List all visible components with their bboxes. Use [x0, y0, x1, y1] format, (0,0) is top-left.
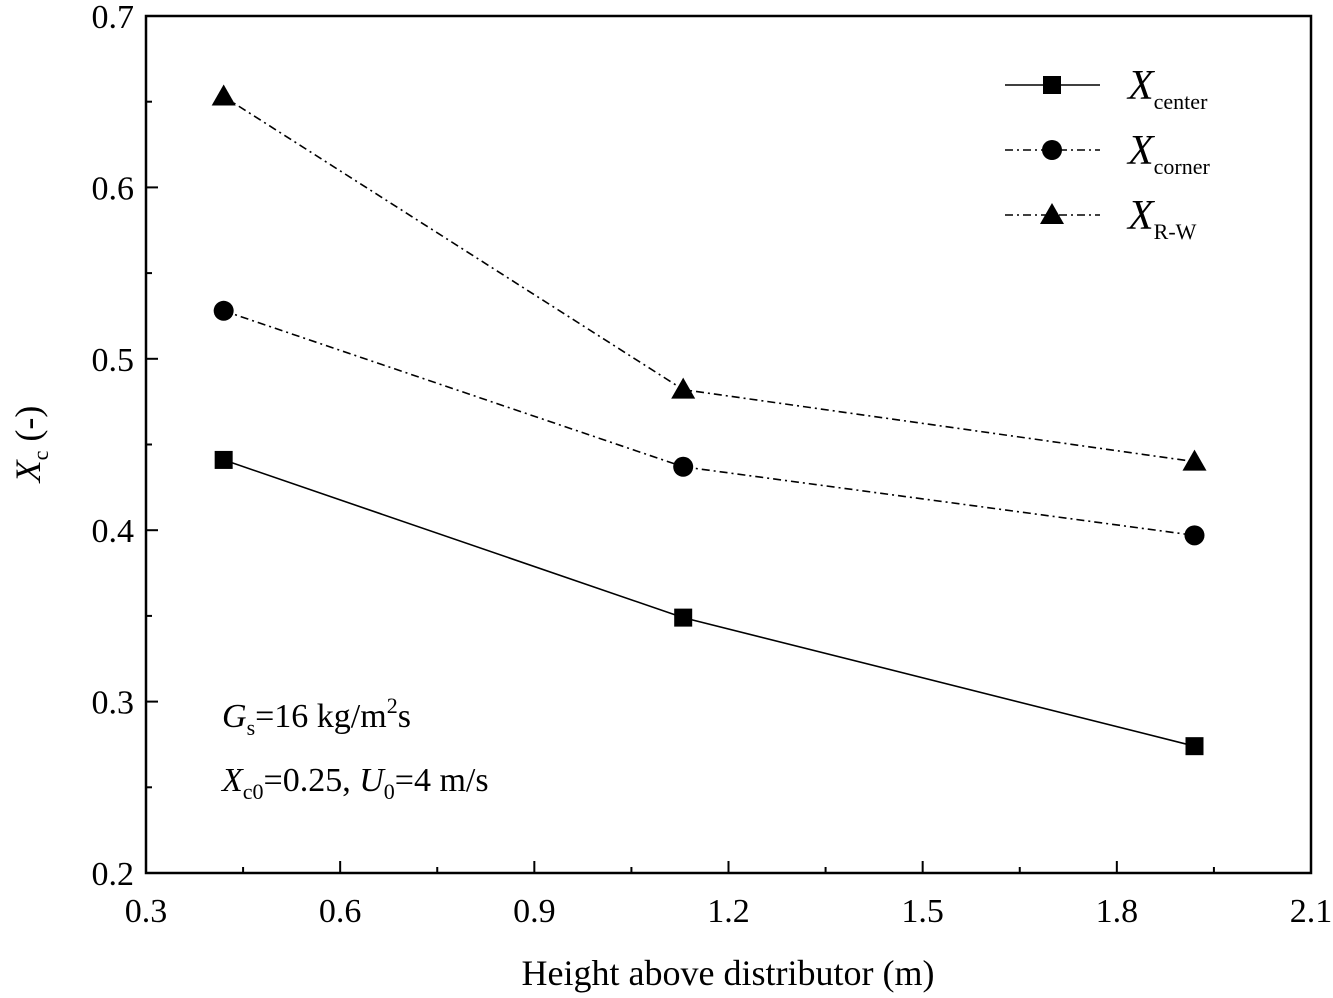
y-axis-title: Xc (-) — [8, 406, 53, 485]
legend-label-corner: Xcorner — [1126, 128, 1211, 179]
annotation-line-2: Xc0=0.25, U0=4 m/s — [220, 762, 489, 804]
legend-label-sub: R-W — [1154, 219, 1197, 244]
legend-label-sub: center — [1154, 89, 1208, 114]
data-point-r-w — [1182, 449, 1207, 471]
y-tick-label: 0.5 — [92, 342, 135, 379]
legend-marker-corner — [1042, 140, 1062, 160]
data-point-r-w — [211, 84, 236, 106]
legend-label-main: X — [1126, 63, 1156, 109]
data-point-corner — [1184, 525, 1205, 546]
axis-ticks: 0.3 0.6 0.9 1.2 1.5 1.8 2.10.20.30.40.50.60.7 — [92, 0, 1333, 930]
y-axis-title-main: X — [8, 458, 48, 484]
series-line-corner — [223, 310, 1195, 537]
x-tick-label: 1.8 — [1096, 893, 1139, 930]
y-tick-label: 0.7 — [92, 0, 135, 36]
annotation-u0-value: =4 m/s — [395, 762, 489, 799]
annotation-xc0-sub: c0 — [243, 779, 264, 804]
y-axis-title-suffix: (-) — [8, 406, 48, 451]
y-tick-label: 0.3 — [92, 685, 135, 722]
y-tick-label: 0.6 — [92, 170, 135, 207]
data-point-corner — [213, 300, 234, 321]
annotation-xc0-value: =0.25, — [264, 762, 360, 799]
x-axis-title: Height above distributor (m) — [522, 953, 935, 993]
x-tick-label: 2.1 — [1290, 893, 1333, 930]
y-tick-label: 0.4 — [92, 513, 135, 550]
series-layer — [211, 84, 1207, 756]
legend-label-center: Xcenter — [1126, 63, 1208, 114]
x-tick-label: 1.2 — [707, 893, 750, 930]
legend-marker-r-w — [1040, 203, 1064, 224]
legend-label-r-w: XR-W — [1126, 193, 1197, 244]
x-tick-label: 0.9 — [513, 893, 556, 930]
annotation-line-1: Gs=16 kg/m2s — [222, 693, 411, 740]
x-tick-label: 0.6 — [319, 893, 362, 930]
legend-label-main: X — [1126, 193, 1156, 239]
data-point-center — [674, 608, 693, 627]
data-point-r-w — [671, 377, 696, 399]
annotation-gs-sup: 2 — [387, 693, 398, 718]
annotation-gs-unit: s — [398, 698, 411, 735]
annotation-u0-main: U — [359, 762, 386, 799]
legend-label-main: X — [1126, 128, 1156, 174]
annotation-gs-main: G — [222, 698, 247, 735]
annotation-gs-value: =16 kg/m — [255, 698, 387, 735]
data-point-center — [214, 450, 233, 469]
svg-text:Xc (-): Xc (-) — [8, 406, 53, 485]
x-tick-label: 1.5 — [901, 893, 944, 930]
x-tick-label: 0.3 — [125, 893, 168, 930]
annotation-u0-sub: 0 — [384, 779, 395, 804]
annotation-gs-sub: s — [247, 715, 256, 740]
annotation-xc0-main: X — [220, 762, 244, 799]
legend-marker-center — [1043, 76, 1061, 94]
legend-label-sub: corner — [1154, 154, 1211, 179]
y-tick-label: 0.2 — [92, 856, 135, 893]
y-axis-title-sub: c — [28, 450, 53, 460]
data-point-center — [1185, 737, 1204, 756]
data-point-corner — [673, 456, 694, 477]
